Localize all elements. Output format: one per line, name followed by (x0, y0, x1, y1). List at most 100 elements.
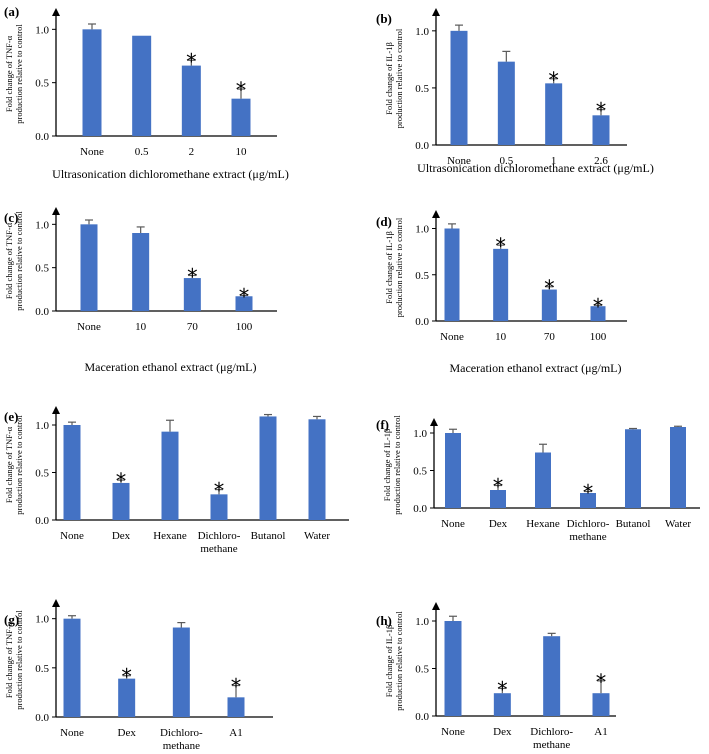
y-axis-title-line: Fold change of IL-1β (384, 231, 394, 304)
bar (132, 35, 152, 136)
x-tick-label: A1 (229, 727, 242, 739)
x-tick-label: methane (163, 740, 200, 752)
significance-marker: * (497, 677, 508, 701)
y-axis-arrow (52, 207, 60, 215)
bar (497, 61, 515, 145)
significance-marker: * (583, 481, 594, 505)
panel-label: (f) (376, 417, 389, 432)
bar (181, 65, 201, 136)
bar (210, 494, 228, 520)
y-axis-title-line: production relative to control (14, 24, 24, 124)
y-tick-label: 0.5 (415, 270, 429, 282)
x-tick-label: Dex (489, 518, 508, 530)
panel-label: (a) (4, 4, 19, 19)
y-axis-title-line: Fold change of IL-1β (384, 42, 394, 115)
x-tick-label: Butanol (251, 530, 286, 542)
significance-marker: * (596, 99, 607, 123)
x-tick-label: 100 (236, 321, 253, 333)
y-tick-label: 0.0 (415, 316, 429, 328)
y-axis-title-line: production relative to control (14, 211, 24, 311)
y-tick-label: 0.0 (413, 503, 427, 515)
y-tick-label: 1.0 (413, 428, 427, 440)
significance-marker: * (121, 665, 132, 689)
bar (535, 452, 551, 508)
x-tick-label: None (441, 518, 465, 530)
x-tick-label: 70 (187, 321, 199, 333)
chart-panel-h: (h) 0.0 0.5 1.0 Fold change of IL-1βproducti… (376, 602, 616, 751)
x-tick-label: 10 (236, 146, 248, 158)
y-tick-label: 1.0 (35, 614, 49, 626)
y-tick-label: 0.5 (35, 263, 49, 275)
y-tick-label: 0.0 (35, 515, 49, 527)
significance-marker: * (231, 675, 242, 699)
bar (543, 636, 561, 716)
x-axis-title: Maceration ethanol extract (μg/mL) (449, 361, 621, 375)
bar (450, 30, 468, 145)
y-axis-arrow (52, 599, 60, 607)
bar (112, 482, 130, 520)
x-tick-label: Dichloro- (567, 518, 610, 530)
chart-panel-f: (f) 0.0 0.5 1.0 Fold change of IL-1βproducti… (376, 415, 700, 543)
y-axis-title-line: Fold change of IL-1β (382, 429, 392, 502)
significance-marker: * (596, 670, 607, 694)
x-tick-label: methane (200, 543, 237, 555)
bar (308, 419, 326, 520)
x-tick-label: Butanol (616, 518, 651, 530)
x-tick-label: Dichloro- (530, 726, 573, 738)
x-tick-label: Dex (493, 726, 512, 738)
bar (580, 493, 596, 508)
y-tick-label: 0.5 (415, 664, 429, 676)
x-tick-label: Dichloro- (198, 530, 241, 542)
y-axis-title-line: Fold change of TNF-α (4, 426, 14, 503)
y-tick-label: 0.5 (35, 78, 49, 90)
panel-label: (b) (376, 11, 392, 26)
x-tick-label: Dex (112, 530, 131, 542)
bar (493, 693, 511, 716)
bar (63, 618, 81, 717)
y-axis-arrow (52, 8, 60, 16)
x-tick-label: Dichloro- (160, 727, 203, 739)
bar (63, 425, 81, 520)
y-tick-label: 0.5 (35, 468, 49, 480)
y-axis-title-line: production relative to control (394, 611, 404, 711)
x-tick-label: 70 (544, 331, 556, 343)
y-axis-title: Fold change of IL-1βproduction relative … (382, 415, 402, 515)
y-axis-arrow (432, 210, 440, 218)
y-axis-title-line: Fold change of IL-1β (384, 625, 394, 698)
bar (493, 248, 509, 321)
x-axis-title: Ultrasonication dichloromethane extract … (52, 167, 289, 181)
bar (445, 433, 461, 508)
y-axis-title: Fold change of IL-1βproduction relative … (384, 217, 404, 317)
y-axis-title-line: production relative to control (394, 28, 404, 128)
y-tick-label: 0.0 (415, 711, 429, 723)
bar (235, 296, 253, 311)
x-tick-label: None (80, 146, 104, 158)
y-axis-title: Fold change of TNF-αproduction relative … (4, 24, 24, 124)
significance-marker: * (239, 284, 250, 308)
panel-label: (c) (4, 210, 18, 225)
panel-label: (g) (4, 612, 19, 627)
y-axis-title: Fold change of IL-1βproduction relative … (384, 28, 404, 128)
y-tick-label: 1.0 (415, 616, 429, 628)
bar (592, 115, 610, 145)
y-tick-label: 1.0 (415, 26, 429, 38)
x-tick-label: None (447, 155, 471, 167)
significance-marker: * (495, 234, 506, 258)
bar (490, 490, 506, 508)
significance-marker: * (187, 264, 198, 288)
significance-marker: * (214, 479, 225, 503)
chart-panel-e: (e) 0.0 0.5 1.0 Fold change of TNF-αproducti… (4, 406, 349, 555)
y-tick-label: 0.5 (415, 83, 429, 95)
bar (625, 429, 641, 508)
y-axis-title-line: Fold change of TNF-α (4, 222, 14, 299)
y-tick-label: 0.5 (413, 466, 427, 478)
y-axis-title-line: production relative to control (394, 217, 404, 317)
x-tick-label: Dex (118, 727, 137, 739)
y-axis-title-line: Fold change of TNF-α (4, 35, 14, 112)
chart-panel-a: (a) 0.0 0.5 1.0 Fold change of TNF-αproducti… (4, 4, 289, 181)
bar (118, 678, 136, 717)
x-tick-label: 100 (590, 331, 607, 343)
x-tick-label: 2 (189, 146, 195, 158)
x-tick-label: methane (533, 739, 570, 751)
bar (80, 224, 98, 311)
